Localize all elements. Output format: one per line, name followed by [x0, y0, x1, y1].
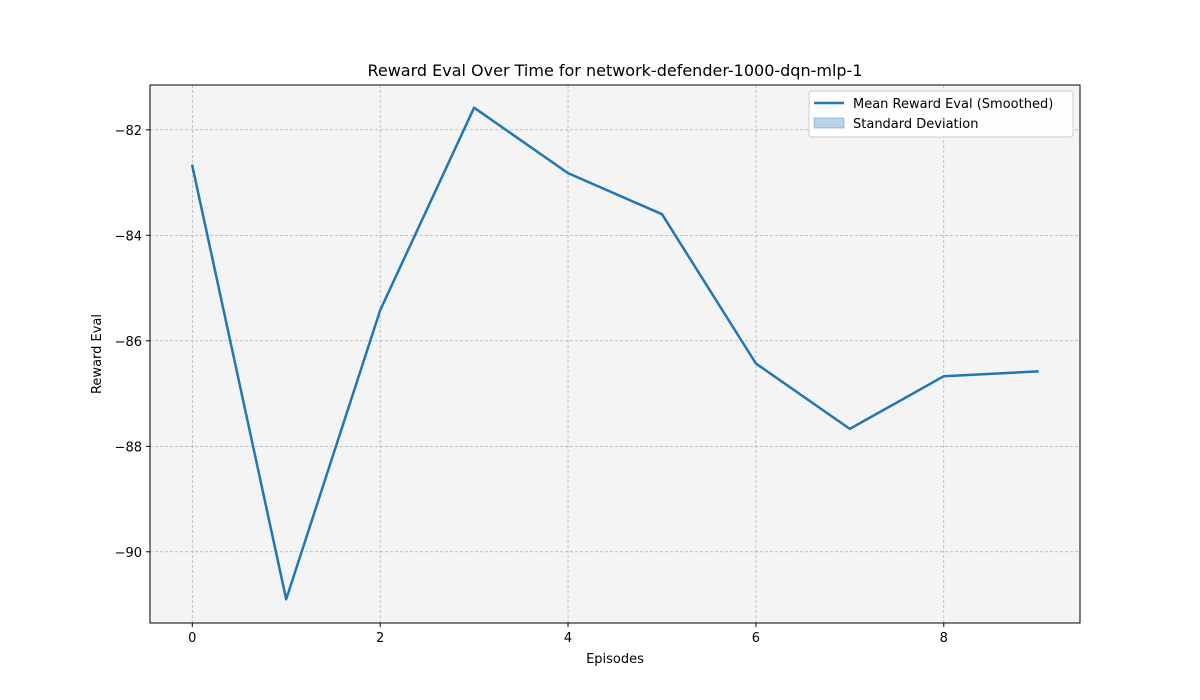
grid-lines	[150, 85, 1080, 623]
x-tick-label: 0	[188, 631, 196, 646]
x-axis: 0 2 4 6 8	[188, 623, 948, 646]
data-point	[567, 172, 569, 174]
y-tick-label: −86	[115, 335, 142, 350]
legend-label-std: Standard Deviation	[853, 117, 978, 132]
chart-title: Reward Eval Over Time for network-defend…	[367, 61, 862, 80]
legend: Mean Reward Eval (Smoothed) Standard Dev…	[808, 90, 1074, 138]
y-axis: −90 −88 −86 −84 −82	[115, 124, 150, 561]
x-tick-label: 2	[376, 631, 384, 646]
series-layer	[191, 106, 1039, 601]
x-tick-label: 6	[752, 631, 760, 646]
x-tick-label: 8	[940, 631, 948, 646]
data-point	[1037, 370, 1039, 372]
legend-band-swatch	[813, 117, 845, 129]
legend-label-mean: Mean Reward Eval (Smoothed)	[853, 97, 1053, 112]
plot-area	[150, 85, 1080, 623]
y-tick-label: −90	[115, 546, 142, 561]
y-tick-label: −82	[115, 124, 142, 139]
y-axis-title: Reward Eval	[90, 314, 105, 394]
y-tick-label: −88	[115, 440, 142, 455]
x-axis-title: Episodes	[586, 652, 644, 667]
data-point	[755, 362, 757, 364]
plot-frame	[149, 84, 1081, 624]
data-point	[849, 428, 851, 430]
data-point	[191, 165, 193, 167]
x-tick-label: 4	[564, 631, 572, 646]
y-tick-label: −84	[115, 229, 142, 244]
data-point	[285, 598, 287, 600]
data-point	[379, 309, 381, 311]
series-line-mean-reward	[191, 106, 1039, 601]
data-point	[661, 213, 663, 215]
data-point	[473, 106, 475, 108]
legend-box	[808, 90, 1074, 138]
data-point	[943, 375, 945, 377]
